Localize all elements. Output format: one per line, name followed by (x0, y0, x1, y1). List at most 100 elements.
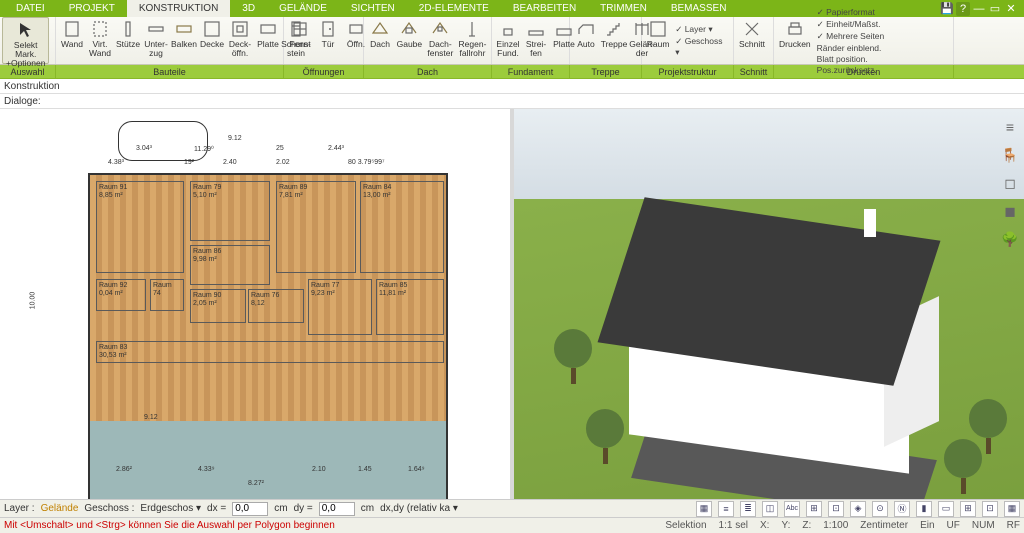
tool-ico-1[interactable]: ▦ (696, 501, 712, 517)
minimize-icon[interactable]: — (972, 2, 986, 16)
3d-view-pane[interactable]: ≡ 🪑 ◻ ◼ 🌳 (514, 109, 1024, 499)
ribbon-btn-selekt[interactable]: Selekt Mark. +Optionen (2, 17, 49, 64)
room-label: Raum 779,23 m² (309, 280, 371, 299)
tool-ico-10[interactable]: Ⓝ (894, 501, 910, 517)
ribbon-btn-unterzug[interactable]: Unter- zug (142, 17, 170, 64)
group-label-projektstruktur: Projektstruktur (642, 65, 734, 78)
cube-outline-icon[interactable]: ◻ (1000, 173, 1020, 193)
floorplan-room[interactable]: Raum 779,23 m² (308, 279, 372, 335)
furniture-icon[interactable]: 🪑 (1000, 145, 1020, 165)
group-label-fundament: Fundament (492, 65, 570, 78)
ribbon-btn-raum[interactable]: Raum (644, 17, 672, 64)
ribbon-extra-blattposition[interactable]: Blatt position. (817, 54, 885, 64)
tool-ico-2[interactable]: ≡ (718, 501, 734, 517)
menu-tab-bemassen[interactable]: BEMASSEN (659, 0, 739, 17)
ribbon-btn-treppe[interactable]: Treppe (600, 17, 628, 64)
tool-ico-8[interactable]: ◈ (850, 501, 866, 517)
status-scale: 1:100 (823, 520, 848, 531)
layer-value[interactable]: Gelände (41, 503, 79, 514)
workspace: Raum 918,85 m²Raum 795,10 m² Raum 897,81 … (0, 109, 1024, 499)
ribbon-btn-auto[interactable]: Auto (572, 17, 600, 64)
floorplan-2d-pane[interactable]: Raum 918,85 m²Raum 795,10 m² Raum 897,81 … (0, 109, 514, 499)
ribbon-extra-geschoss[interactable]: ✓ Geschoss ▾ (675, 36, 728, 58)
menu-tab-sichten[interactable]: SICHTEN (339, 0, 407, 17)
tool-ico-9[interactable]: ⊙ (872, 501, 888, 517)
ribbon-btn-label: Regen- fallrohr (459, 40, 487, 58)
tool-ico-6[interactable]: ⊞ (806, 501, 822, 517)
floorplan-room[interactable]: Raum 897,81 m² (276, 181, 356, 273)
tool-ico-13[interactable]: ⊞ (960, 501, 976, 517)
ribbon-btn-dachfenster[interactable]: Dach- fenster (425, 17, 456, 64)
floorplan-room[interactable]: Raum 768,12 (248, 289, 304, 323)
ribbon-btn-fenst[interactable]: Fenst (286, 17, 314, 64)
ribbon-extra-rndereinblend[interactable]: Ränder einblend. (817, 43, 885, 53)
balken-icon (174, 19, 194, 39)
ribbon-extra-einheitmast[interactable]: ✓ Einheit/Maßst. (817, 19, 885, 30)
ribbon-group-öffnungen: FenstTürÖffn. (284, 17, 364, 64)
ribbon-btn-platte[interactable]: Platte (254, 17, 282, 64)
ribbon-extra-poszurcksetz[interactable]: Pos.zurücksetz. (817, 65, 885, 75)
floorplan-room[interactable]: Raum 902,05 m² (190, 289, 246, 323)
floorplan-room[interactable]: Raum 74 (150, 279, 184, 311)
dy-input[interactable] (319, 502, 355, 516)
ribbon-btn-stuetze[interactable]: Stütze (114, 17, 142, 64)
tree-icon[interactable]: 🌳 (1000, 229, 1020, 249)
tool-ico-14[interactable]: ⊡ (982, 501, 998, 517)
menu-tab-2delemente[interactable]: 2D-ELEMENTE (407, 0, 501, 17)
floorplan-room[interactable]: Raum 869,98 m² (190, 245, 270, 285)
close-icon[interactable]: ✕ (1004, 2, 1018, 16)
tool-ico-7[interactable]: ⊡ (828, 501, 844, 517)
help-icon[interactable]: ? (956, 2, 970, 16)
ribbon-btn-regenfallrohr[interactable]: Regen- fallrohr (456, 17, 489, 64)
dim-top2-5: 80 3.79⁵99⁷ (348, 159, 385, 166)
ribbon-btn-gaube[interactable]: Gaube (394, 17, 425, 64)
floorplan-room[interactable]: Raum 918,85 m² (96, 181, 184, 273)
ribbon-btn-schnitt[interactable]: Schnitt (736, 17, 768, 64)
platte-icon (258, 19, 278, 39)
save-icon[interactable]: 💾 (940, 2, 954, 16)
floorplan-room[interactable]: Raum 920,04 m² (96, 279, 146, 311)
ribbon-btn-dach[interactable]: Dach (366, 17, 394, 64)
floorplan-room[interactable]: Raum 8330,53 m² (96, 341, 444, 363)
menu-tab-konstruktion[interactable]: KONSTRUKTION (127, 0, 230, 17)
ribbon-extra-mehrereseiten[interactable]: ✓ Mehrere Seiten (817, 31, 885, 42)
ribbon-btn-virtwand[interactable]: Virt. Wand (86, 17, 114, 64)
menu-tab-3d[interactable]: 3D (230, 0, 267, 17)
menu-tab-gelaende[interactable]: GELÄNDE (267, 0, 339, 17)
tool-ico-15[interactable]: ▦ (1004, 501, 1020, 517)
tool-ico-12[interactable]: ▭ (938, 501, 954, 517)
ribbon-extra-layer[interactable]: ✓ Layer ▾ (675, 24, 728, 35)
tool-ico-5[interactable]: Abc (784, 501, 800, 517)
menu-tab-bearbeiten[interactable]: BEARBEITEN (501, 0, 588, 17)
coord-mode[interactable]: dx,dy (relativ ka ▾ (380, 503, 458, 514)
floorplan-room[interactable]: Raum 8413,00 m² (360, 181, 444, 273)
dach-icon (370, 19, 390, 39)
floorplan-room[interactable]: Raum 795,10 m² (190, 181, 270, 241)
floorplan-room[interactable]: Raum 8511,81 m² (376, 279, 444, 335)
menu-tab-trimmen[interactable]: TRIMMEN (588, 0, 659, 17)
room-label: Raum 897,81 m² (277, 182, 355, 201)
einzelfund-icon (498, 19, 518, 39)
tool-ico-3[interactable]: ≣ (740, 501, 756, 517)
ribbon-btn-balken[interactable]: Balken (170, 17, 198, 64)
geschoss-value[interactable]: Erdgeschos ▾ (140, 503, 201, 514)
status-unit: Zentimeter (860, 520, 908, 531)
ribbon-btn-streifen[interactable]: Strei- fen (522, 17, 550, 64)
ribbon-btn-decke[interactable]: Decke (198, 17, 226, 64)
layers-icon[interactable]: ≡ (1000, 117, 1020, 137)
ribbon-btn-drucken[interactable]: Drucken (776, 17, 814, 64)
menu-tab-datei[interactable]: DATEI (4, 0, 57, 17)
ribbon-extra-papierformat[interactable]: ✓ Papierformat (817, 7, 885, 18)
ribbon-btn-einzelfund[interactable]: Einzel Fund. (494, 17, 522, 64)
tool-ico-11[interactable]: ▮ (916, 501, 932, 517)
status-toolbar: Layer : Gelände Geschoss : Erdgeschos ▾ … (0, 499, 1024, 517)
ribbon-btn-wand[interactable]: Wand (58, 17, 86, 64)
treppe-icon (604, 19, 624, 39)
tool-ico-4[interactable]: ◫ (762, 501, 778, 517)
ribbon-btn-tuer[interactable]: Tür (314, 17, 342, 64)
maximize-icon[interactable]: ▭ (988, 2, 1002, 16)
cube-solid-icon[interactable]: ◼ (1000, 201, 1020, 221)
dx-input[interactable] (232, 502, 268, 516)
menu-tab-projekt[interactable]: PROJEKT (57, 0, 127, 17)
ribbon-btn-deckoeffn[interactable]: Deck- öffn. (226, 17, 254, 64)
